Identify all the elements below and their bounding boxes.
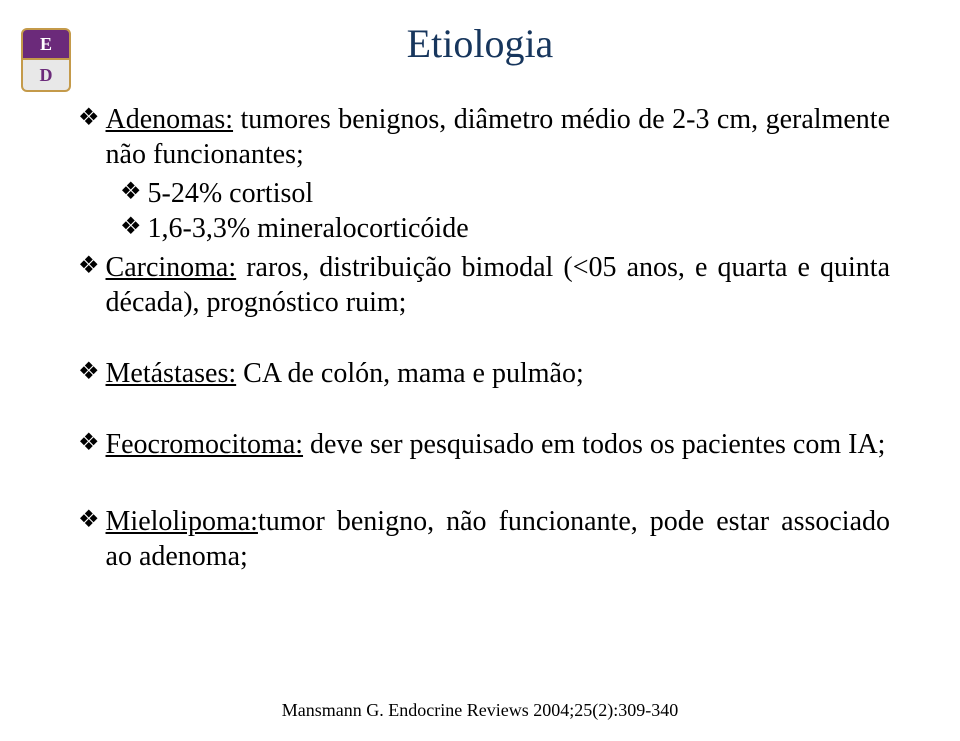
feocromo-rest: deve ser pesquisado em todos os paciente… xyxy=(303,429,885,460)
diamond-icon: ❖ xyxy=(120,211,142,243)
bullet-text: Mielolipoma:tumor benigno, não funcionan… xyxy=(106,504,890,574)
bullet-sub-mineralo: ❖ 1,6-3,3% mineralocorticóide xyxy=(120,211,890,246)
bullet-text: 5-24% cortisol xyxy=(148,176,314,211)
bullet-text: Feocromocitoma: deve ser pesquisado em t… xyxy=(106,427,886,462)
adenomas-label: Adenomas: xyxy=(106,104,234,135)
logo: E D xyxy=(16,28,76,98)
feocromo-label: Feocromocitoma: xyxy=(106,429,304,460)
diamond-icon: ❖ xyxy=(78,356,100,388)
bullet-text: Metástases: CA de colón, mama e pulmão; xyxy=(106,356,584,391)
bullet-text: Adenomas: tumores benignos, diâmetro méd… xyxy=(106,102,890,172)
bullet-sub-cortisol: ❖ 5-24% cortisol xyxy=(120,176,890,211)
diamond-icon: ❖ xyxy=(78,102,100,134)
carcinoma-label: Carcinoma: xyxy=(106,252,237,283)
diamond-icon: ❖ xyxy=(78,250,100,282)
bullet-feocromocitoma: ❖ Feocromocitoma: deve ser pesquisado em… xyxy=(78,427,890,462)
mielo-label: Mielolipoma: xyxy=(106,506,258,537)
citation-text: Mansmann G. Endocrine Reviews 2004;25(2)… xyxy=(0,700,960,721)
logo-bottom-letter: D xyxy=(21,60,71,92)
bullet-text: 1,6-3,3% mineralocorticóide xyxy=(148,211,469,246)
diamond-icon: ❖ xyxy=(120,176,142,208)
slide-title: Etiologia xyxy=(220,20,740,67)
diamond-icon: ❖ xyxy=(78,427,100,459)
content-area: ❖ Adenomas: tumores benignos, diâmetro m… xyxy=(78,102,890,574)
bullet-mielolipoma: ❖ Mielolipoma:tumor benigno, não funcion… xyxy=(78,504,890,574)
metastases-rest: CA de colón, mama e pulmão; xyxy=(236,358,584,389)
bullet-metastases: ❖ Metástases: CA de colón, mama e pulmão… xyxy=(78,356,890,391)
bullet-adenomas: ❖ Adenomas: tumores benignos, diâmetro m… xyxy=(78,102,890,172)
bullet-carcinoma: ❖ Carcinoma: raros, distribuição bimodal… xyxy=(78,250,890,320)
bullet-text: Carcinoma: raros, distribuição bimodal (… xyxy=(106,250,890,320)
metastases-label: Metástases: xyxy=(106,358,237,389)
diamond-icon: ❖ xyxy=(78,504,100,536)
logo-top-letter: E xyxy=(21,28,71,60)
